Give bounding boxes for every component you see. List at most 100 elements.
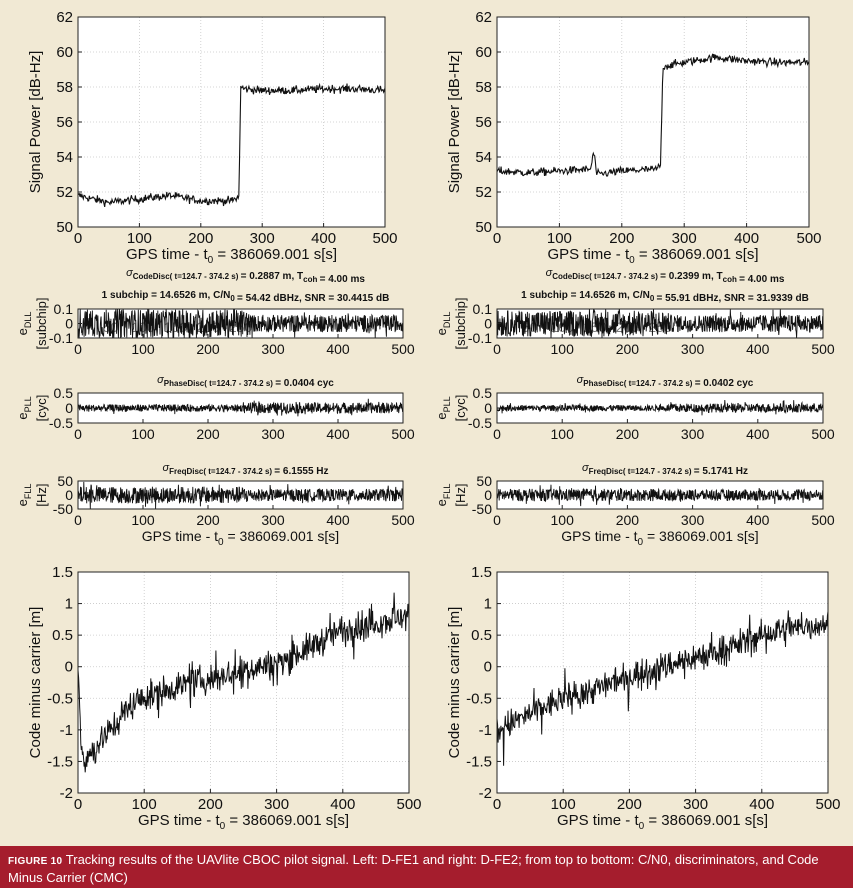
y-tick-label: 50 bbox=[56, 219, 73, 236]
x-tick-label: 300 bbox=[264, 796, 289, 813]
x-tick-label: 500 bbox=[811, 341, 835, 357]
series-line bbox=[496, 399, 824, 416]
y-tick-label: 52 bbox=[475, 184, 492, 201]
x-tick-label: 500 bbox=[391, 426, 415, 442]
y-tick-label: 56 bbox=[475, 114, 492, 131]
y-tick-label: -1 bbox=[479, 722, 492, 739]
chart-title: σCodeDisc( t=124.7 - 374.2 s) = 0.2399 m… bbox=[546, 267, 785, 285]
series-line bbox=[496, 610, 829, 766]
x-tick-label: 200 bbox=[609, 230, 634, 247]
series-line bbox=[496, 53, 810, 177]
x-tick-label: 0 bbox=[74, 341, 82, 357]
y-tick-label: 58 bbox=[56, 79, 73, 96]
x-tick-label: 300 bbox=[672, 230, 697, 247]
y-tick-label: -0.5 bbox=[49, 415, 73, 431]
x-tick-label: 100 bbox=[131, 426, 155, 442]
x-tick-label: 100 bbox=[131, 341, 155, 357]
chart-cmc-left: 0 100 200 300 400 500 -2 -1.5 -1 -0.5 0 0.5 1 1.5 GPS … bbox=[27, 564, 422, 832]
x-tick-label: 400 bbox=[311, 230, 336, 247]
x-tick-label: 200 bbox=[196, 512, 220, 528]
y-tick-label: 1.5 bbox=[52, 564, 73, 581]
x-tick-label: 0 bbox=[493, 426, 501, 442]
x-tick-label: 200 bbox=[616, 341, 640, 357]
x-tick-label: 100 bbox=[551, 796, 576, 813]
y-tick-label: 0 bbox=[484, 659, 492, 676]
x-tick-label: 300 bbox=[250, 230, 275, 247]
y-axis-label: ePLL[cyc] bbox=[434, 395, 468, 422]
chart-pll-right: 0 100 200 300 400 500-0.500.5ePLL[cyc]σPhaseD… bbox=[434, 374, 835, 442]
y-tick-label: -0.5 bbox=[47, 690, 73, 707]
ghost-tick-label: 50 bbox=[103, 319, 119, 335]
x-tick-label: 0 bbox=[493, 230, 501, 247]
y-tick-label: 0.1 bbox=[473, 301, 493, 317]
x-tick-label: 100 bbox=[551, 341, 575, 357]
y-tick-label: 0 bbox=[65, 316, 73, 332]
y-tick-label: 50 bbox=[475, 219, 492, 236]
y-axis-label: Signal Power [dB-Hz] bbox=[446, 51, 463, 194]
y-axis-label: ePLL[cyc] bbox=[15, 395, 49, 422]
x-tick-label: 400 bbox=[749, 796, 774, 813]
x-tick-label: 300 bbox=[681, 512, 705, 528]
y-tick-label: -1.5 bbox=[47, 753, 73, 770]
series-line bbox=[77, 82, 386, 208]
x-tick-label: 500 bbox=[811, 426, 835, 442]
ghost-tick-label: 150 bbox=[164, 319, 188, 335]
series-line bbox=[496, 484, 824, 507]
chart-title: σFreqDisc( t=124.7 - 374.2 s) = 5.1741 H… bbox=[582, 462, 748, 477]
y-tick-label: 1.5 bbox=[471, 564, 492, 581]
y-tick-label: 0.1 bbox=[54, 301, 74, 317]
y-tick-label: 60 bbox=[56, 44, 73, 61]
x-tick-label: 400 bbox=[746, 512, 770, 528]
y-axis-label: Signal Power [dB-Hz] bbox=[27, 51, 44, 194]
chart-title: σPhaseDisc( t=124.7 - 374.2 s) = 0.0402 … bbox=[577, 374, 754, 389]
chart-title-2: 1 subchip = 14.6526 m, C/N0 = 54.42 dBHz… bbox=[102, 290, 390, 304]
x-tick-label: 100 bbox=[132, 796, 157, 813]
ghost-tick-label: 250 bbox=[648, 319, 672, 335]
y-tick-label: 54 bbox=[56, 149, 73, 166]
y-tick-label: 0.5 bbox=[54, 385, 74, 401]
x-axis-label: GPS time - t0 = 386069.001 s[s] bbox=[138, 812, 349, 832]
y-tick-label: 0.5 bbox=[52, 627, 73, 644]
y-axis-label: eDLL[subchip] bbox=[434, 297, 468, 349]
x-tick-label: 300 bbox=[261, 512, 285, 528]
x-tick-label: 300 bbox=[681, 426, 705, 442]
x-tick-label: 400 bbox=[326, 426, 350, 442]
ghost-tick-label: 250 bbox=[229, 319, 253, 335]
x-tick-label: 300 bbox=[681, 341, 705, 357]
figure-caption: FIGURE 10 Tracking results of the UAVlit… bbox=[0, 846, 853, 888]
x-tick-label: 200 bbox=[616, 512, 640, 528]
y-tick-label: -2 bbox=[60, 785, 73, 802]
y-tick-label: -0.1 bbox=[468, 330, 492, 346]
y-tick-label: 52 bbox=[56, 184, 73, 201]
y-tick-label: 62 bbox=[475, 9, 492, 26]
x-tick-label: 300 bbox=[261, 426, 285, 442]
ghost-tick-label: 200 bbox=[616, 319, 640, 335]
x-tick-label: 500 bbox=[391, 512, 415, 528]
y-tick-label: 60 bbox=[475, 44, 492, 61]
y-tick-label: -0.1 bbox=[49, 330, 73, 346]
x-tick-label: 200 bbox=[196, 426, 220, 442]
x-tick-label: 400 bbox=[746, 426, 770, 442]
y-tick-label: 1 bbox=[65, 596, 73, 613]
plot-frame bbox=[77, 571, 410, 794]
y-tick-label: 0.5 bbox=[471, 627, 492, 644]
x-tick-label: 500 bbox=[396, 796, 421, 813]
y-tick-label: -50 bbox=[472, 501, 492, 517]
chart-title: σPhaseDisc( t=124.7 - 374.2 s) = 0.0404 … bbox=[157, 374, 334, 389]
x-axis-label: GPS time - t0 = 386069.001 s[s] bbox=[557, 812, 768, 832]
x-tick-label: 400 bbox=[330, 796, 355, 813]
x-tick-label: 400 bbox=[734, 230, 759, 247]
x-tick-label: 100 bbox=[127, 230, 152, 247]
x-axis-label: GPS time - t0 = 386069.001 s[s] bbox=[547, 246, 758, 266]
y-tick-label: -1.5 bbox=[466, 753, 492, 770]
chart-cn0-right: 0 100 200 300 400 500 50 52 54 56 58 60 62 GPS time -… bbox=[446, 9, 822, 266]
x-tick-label: 0 bbox=[74, 796, 82, 813]
series-line bbox=[77, 481, 404, 509]
x-tick-label: 0 bbox=[74, 426, 82, 442]
y-tick-label: 0 bbox=[484, 400, 492, 416]
series-line bbox=[496, 308, 824, 339]
plot-frame bbox=[496, 571, 829, 794]
